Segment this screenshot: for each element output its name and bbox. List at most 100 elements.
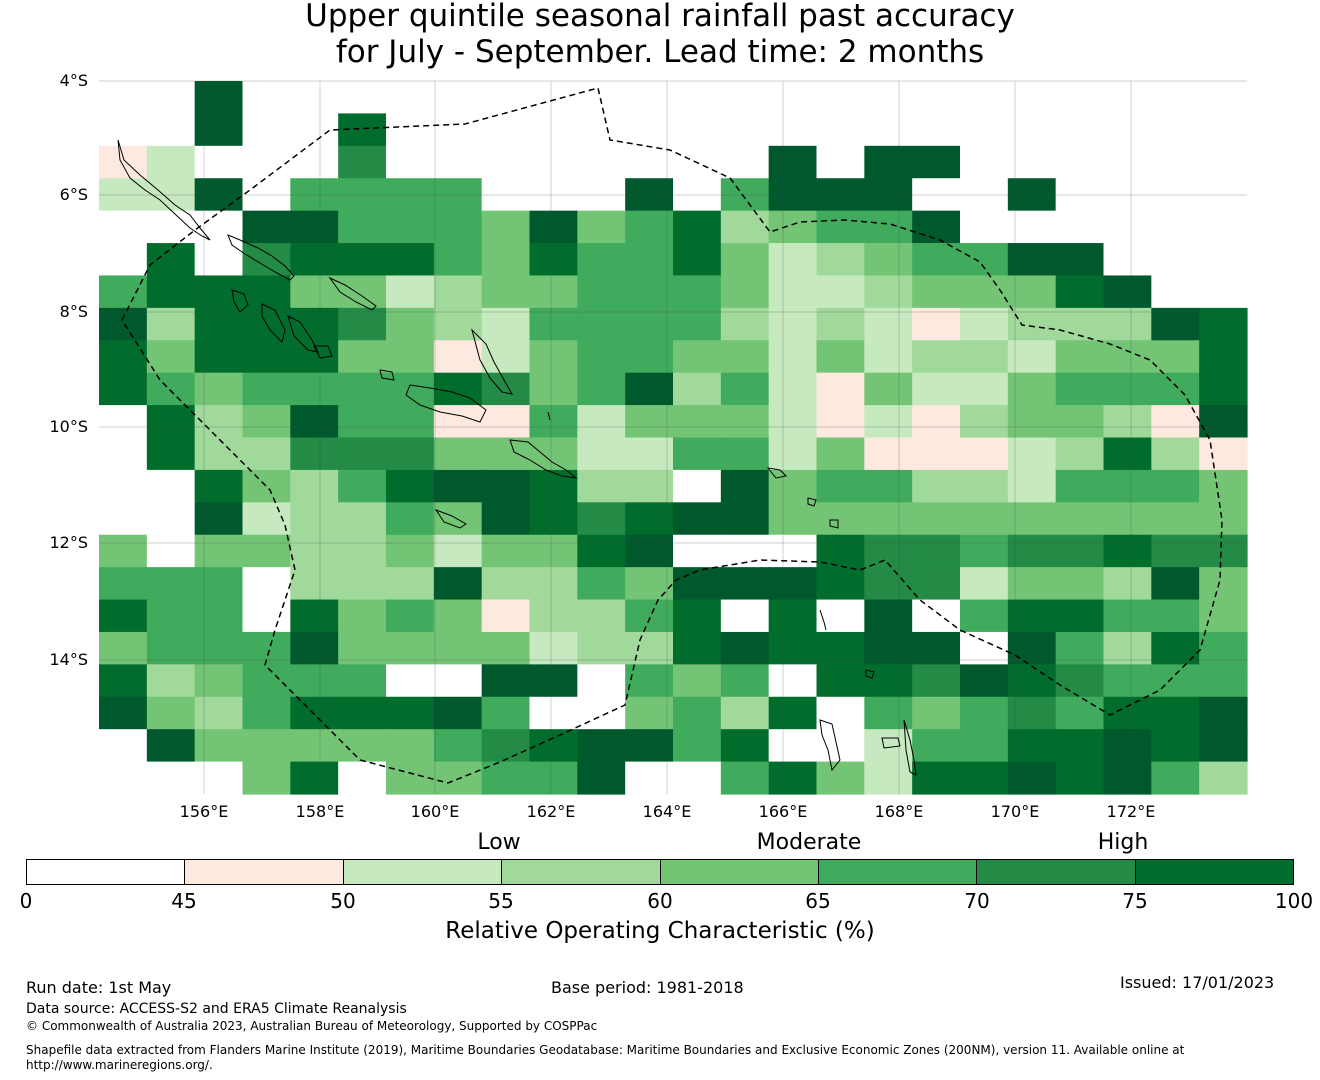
grid-cell xyxy=(242,81,291,115)
grid-cell xyxy=(1055,405,1105,439)
grid-cell xyxy=(290,81,339,115)
grid-cell xyxy=(481,534,531,568)
grid-cell xyxy=(912,113,961,147)
grid-cell xyxy=(146,729,196,763)
grid-cell xyxy=(338,729,387,763)
grid-cell xyxy=(290,405,339,439)
grid-cell xyxy=(912,405,961,439)
grid-cell xyxy=(433,210,483,244)
grid-cell xyxy=(529,437,578,471)
grid-cell xyxy=(816,631,865,665)
grid-cell xyxy=(912,631,961,665)
grid-cell xyxy=(242,631,291,665)
colorbar-tick-70: 70 xyxy=(964,889,990,913)
grid-cell xyxy=(768,534,818,568)
grid-cell xyxy=(1007,372,1057,406)
grid-cell xyxy=(338,437,387,471)
grid-cell xyxy=(1151,81,1200,115)
grid-cell xyxy=(1199,340,1248,374)
grid-cell xyxy=(912,372,961,406)
grid-cell xyxy=(99,307,148,341)
grid-cell xyxy=(194,178,244,212)
grid-cell xyxy=(99,275,148,309)
copyright: © Commonwealth of Australia 2023, Austra… xyxy=(26,1019,598,1033)
grid-cell xyxy=(529,696,578,730)
shapefile-credit-line-1: Shapefile data extracted from Flanders M… xyxy=(26,1043,1185,1057)
grid-cell xyxy=(625,729,674,763)
grid-cell xyxy=(816,275,865,309)
grid-cell xyxy=(194,275,244,309)
grid-cell xyxy=(912,307,961,341)
grid-cell xyxy=(864,372,913,406)
grid-cell xyxy=(864,178,913,212)
grid-cell xyxy=(625,405,674,439)
lon-label-166e: 166°E xyxy=(758,802,808,821)
grid-cell xyxy=(1055,534,1105,568)
grid-cell xyxy=(1199,567,1248,601)
grid-cell xyxy=(720,567,770,601)
lat-label-8s: 8°S xyxy=(59,302,88,321)
grid-cell xyxy=(1055,340,1105,374)
lon-label-162e: 162°E xyxy=(526,802,576,821)
colorbar-tick-65: 65 xyxy=(805,889,831,913)
grid-cell xyxy=(290,210,339,244)
grid-cell xyxy=(768,81,818,115)
grid-cell xyxy=(768,729,818,763)
grid-cell xyxy=(146,469,196,503)
grid-cell xyxy=(338,340,387,374)
colorbar-segment-50-55 xyxy=(343,860,503,884)
colorbar-segment-55-60 xyxy=(502,860,661,884)
grid-cell xyxy=(577,243,626,277)
grid-cell xyxy=(290,534,339,568)
grid-cell xyxy=(1055,631,1105,665)
grid-cell xyxy=(768,340,818,374)
legend-category-high: High xyxy=(1097,830,1149,855)
grid-cell xyxy=(625,178,674,212)
grid-cell xyxy=(912,145,961,179)
grid-cell xyxy=(242,372,291,406)
grid-cell xyxy=(1151,307,1200,341)
grid-cell xyxy=(912,567,961,601)
grid-cell xyxy=(338,372,387,406)
grid-cell xyxy=(673,664,722,698)
grid-cell xyxy=(290,113,339,147)
grid-cell xyxy=(864,534,913,568)
grid-cell xyxy=(577,405,626,439)
grid-cell xyxy=(386,534,435,568)
grid-cell xyxy=(433,113,483,147)
grid-cell xyxy=(529,178,578,212)
grid-cell xyxy=(99,729,148,763)
grid-cell xyxy=(1199,275,1248,309)
grid-cell xyxy=(1007,210,1057,244)
grid-cell xyxy=(816,761,865,795)
grid-cell xyxy=(529,372,578,406)
grid-cell xyxy=(1055,567,1105,601)
grid-cell xyxy=(960,340,1009,374)
grid-cell xyxy=(242,567,291,601)
eez-boundary xyxy=(121,87,1223,784)
grid-cell xyxy=(960,405,1009,439)
grid-cell xyxy=(864,664,913,698)
grid-cell xyxy=(625,81,674,115)
grid-cell xyxy=(1007,696,1057,730)
grid-cell xyxy=(768,502,818,536)
grid-cell xyxy=(960,145,1009,179)
grid-cell xyxy=(194,729,244,763)
grid-cell xyxy=(673,372,722,406)
grid-cell xyxy=(1199,761,1248,795)
grid-cell xyxy=(290,502,339,536)
grid-cell xyxy=(386,210,435,244)
grid-cell xyxy=(720,405,770,439)
grid-cell xyxy=(481,599,531,633)
grid-cell xyxy=(912,664,961,698)
grid-cell xyxy=(99,599,148,633)
grid-cell xyxy=(1199,631,1248,665)
grid-cell xyxy=(338,696,387,730)
grid-cell xyxy=(99,210,148,244)
data-source: Data source: ACCESS-S2 and ERA5 Climate … xyxy=(26,1001,407,1017)
grid-cell xyxy=(290,599,339,633)
grid-cell xyxy=(768,405,818,439)
grid-cell xyxy=(912,502,961,536)
grid-cell xyxy=(673,81,722,115)
grid-cell xyxy=(433,664,483,698)
